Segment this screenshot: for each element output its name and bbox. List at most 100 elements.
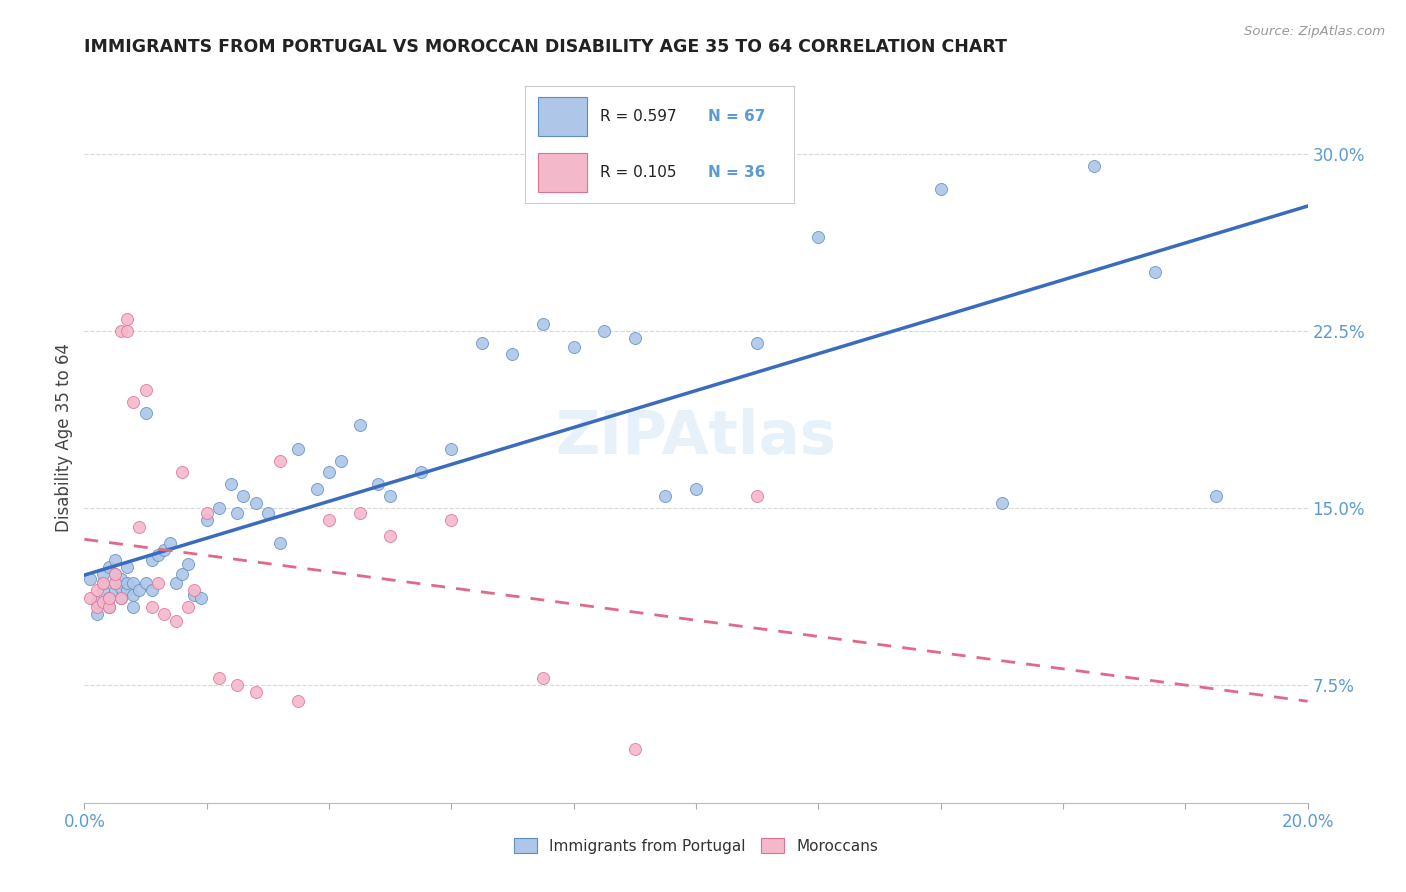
Point	[97, 559, 120, 574]
Point	[115, 576, 138, 591]
Point	[115, 312, 138, 326]
Point	[245, 496, 267, 510]
Point	[1083, 159, 1105, 173]
Point	[115, 583, 138, 598]
Point	[409, 466, 432, 480]
Point	[122, 588, 145, 602]
Point	[97, 599, 120, 614]
Text: IMMIGRANTS FROM PORTUGAL VS MOROCCAN DISABILITY AGE 35 TO 64 CORRELATION CHART: IMMIGRANTS FROM PORTUGAL VS MOROCCAN DIS…	[84, 38, 1007, 56]
Point	[110, 324, 132, 338]
Point	[159, 536, 181, 550]
Point	[807, 229, 830, 244]
Point	[287, 442, 309, 456]
Point	[141, 583, 163, 598]
Point	[654, 489, 676, 503]
Point	[269, 536, 291, 550]
Point	[195, 506, 218, 520]
Point	[141, 553, 163, 567]
Point	[269, 453, 291, 467]
Point	[104, 553, 127, 567]
Point	[177, 599, 200, 614]
Point	[86, 595, 108, 609]
Point	[104, 576, 127, 591]
Legend: Immigrants from Portugal, Moroccans: Immigrants from Portugal, Moroccans	[515, 838, 877, 854]
Point	[380, 529, 402, 543]
Point	[318, 513, 340, 527]
Point	[91, 566, 114, 581]
Point	[146, 576, 169, 591]
Point	[122, 599, 145, 614]
Point	[232, 489, 254, 503]
Point	[91, 595, 114, 609]
Point	[183, 588, 205, 602]
Point	[531, 317, 554, 331]
Point	[104, 566, 127, 581]
Point	[349, 418, 371, 433]
Point	[86, 599, 108, 614]
Point	[226, 678, 249, 692]
Point	[86, 607, 108, 621]
Point	[226, 506, 249, 520]
Point	[165, 614, 187, 628]
Point	[1143, 265, 1166, 279]
Point	[110, 591, 132, 605]
Point	[502, 347, 524, 361]
Point	[110, 591, 132, 605]
Point	[97, 599, 120, 614]
Point	[531, 671, 554, 685]
Point	[104, 566, 127, 581]
Point	[91, 576, 114, 591]
Point	[135, 407, 157, 421]
Point	[172, 466, 194, 480]
Point	[86, 583, 108, 598]
Point	[440, 442, 463, 456]
Point	[146, 548, 169, 562]
Point	[165, 576, 187, 591]
Point	[79, 591, 101, 605]
Point	[190, 591, 212, 605]
Text: ZIPAtlas: ZIPAtlas	[555, 408, 837, 467]
Point	[367, 477, 389, 491]
Point	[747, 489, 769, 503]
Point	[1205, 489, 1227, 503]
Point	[91, 576, 114, 591]
Point	[440, 513, 463, 527]
Point	[135, 383, 157, 397]
Point	[208, 500, 231, 515]
Point	[104, 583, 127, 598]
Point	[349, 506, 371, 520]
Point	[122, 394, 145, 409]
Point	[110, 572, 132, 586]
Point	[91, 583, 114, 598]
Point	[135, 576, 157, 591]
Point	[208, 671, 231, 685]
Point	[183, 583, 205, 598]
Point	[115, 559, 138, 574]
Point	[624, 741, 647, 756]
Point	[624, 331, 647, 345]
Point	[471, 335, 494, 350]
Point	[929, 182, 952, 196]
Point	[747, 335, 769, 350]
Point	[172, 566, 194, 581]
Point	[177, 558, 200, 572]
Point	[330, 453, 353, 467]
Point	[685, 482, 707, 496]
Point	[110, 581, 132, 595]
Point	[97, 591, 120, 605]
Point	[153, 607, 176, 621]
Point	[141, 599, 163, 614]
Point	[318, 466, 340, 480]
Point	[128, 520, 150, 534]
Point	[115, 324, 138, 338]
Point	[219, 477, 242, 491]
Point	[380, 489, 402, 503]
Point	[122, 576, 145, 591]
Point	[287, 694, 309, 708]
Point	[104, 576, 127, 591]
Point	[153, 543, 176, 558]
Point	[79, 572, 101, 586]
Point	[593, 324, 616, 338]
Text: Source: ZipAtlas.com: Source: ZipAtlas.com	[1244, 25, 1385, 38]
Point	[128, 583, 150, 598]
